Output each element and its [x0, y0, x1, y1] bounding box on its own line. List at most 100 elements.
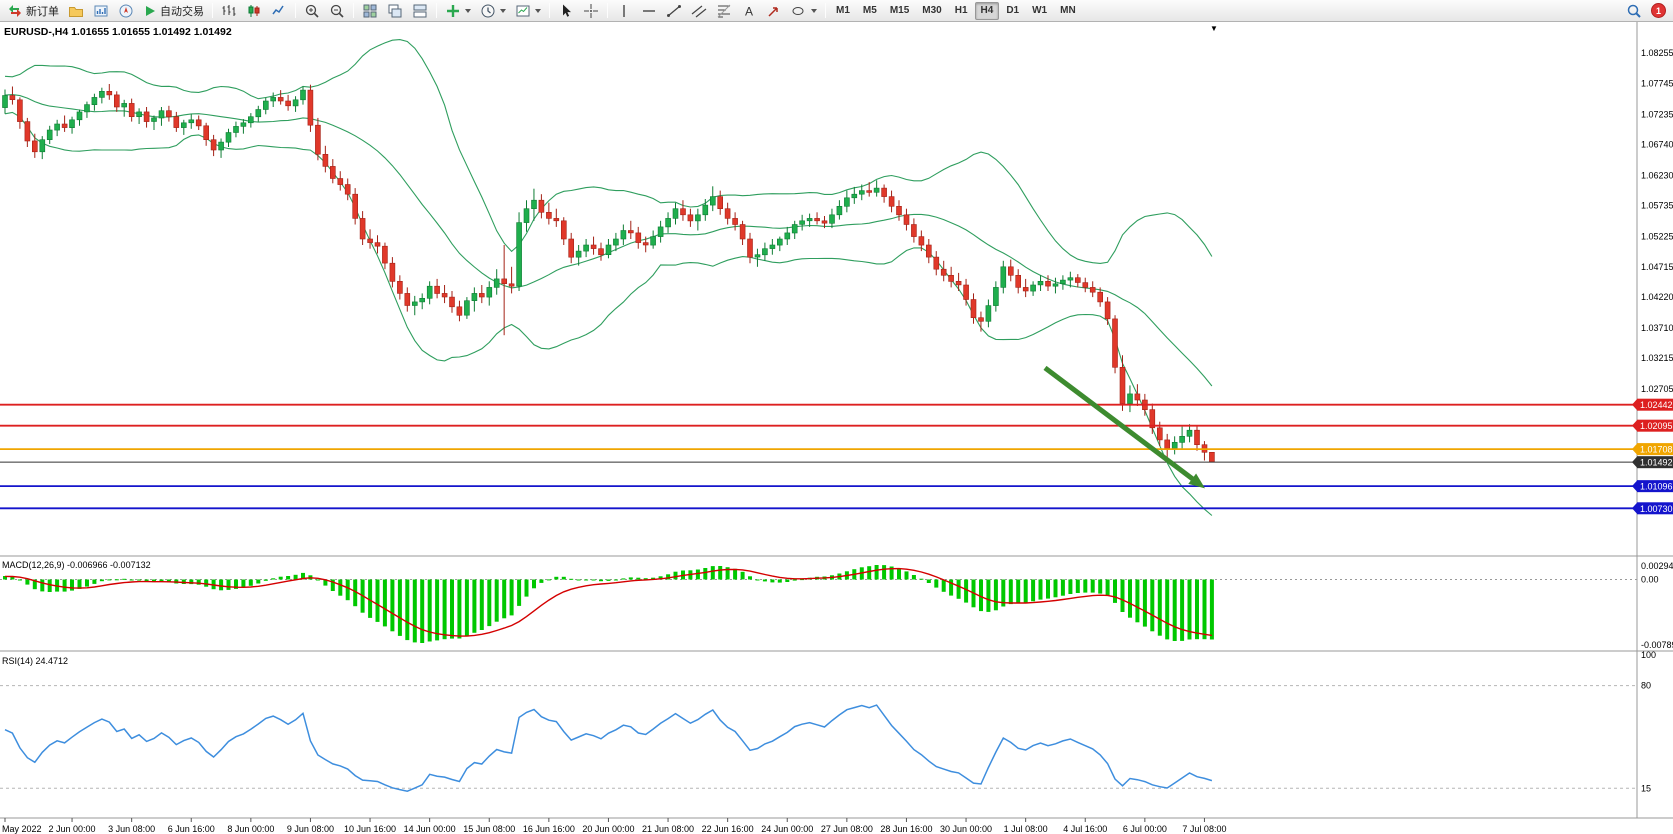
trendline-tool-button[interactable]: [662, 1, 686, 20]
chart-window: 1.08255 1.07745 1.07235 1.06740 1.06230 1.057…: [0, 22, 1673, 834]
tf-m1-button[interactable]: M1: [830, 2, 856, 20]
macd-scale-max: 0.002949: [1641, 561, 1673, 571]
trendline-icon: [667, 4, 681, 17]
text-tool-button[interactable]: A: [737, 1, 761, 20]
indicators-button[interactable]: [441, 1, 475, 20]
indicators-plus-icon: [447, 4, 459, 17]
fibonacci-tool-button[interactable]: [712, 1, 736, 20]
templates-icon: [516, 5, 530, 16]
price-tag-1.01708: 1.01708: [1632, 443, 1673, 456]
channel-tool-button[interactable]: [687, 1, 711, 20]
chart-canvas[interactable]: 1.08255 1.07745 1.07235 1.06740 1.06230 1.057…: [0, 22, 1673, 834]
arrange-windows-icon: [413, 4, 427, 17]
tf-h4-button[interactable]: H4: [974, 1, 1000, 20]
price-tag-1.00730: 1.00730: [1632, 502, 1673, 515]
svg-text:14 Jun 00:00: 14 Jun 00:00: [404, 824, 456, 834]
svg-text:4 Jul 16:00: 4 Jul 16:00: [1063, 824, 1107, 834]
candlestick-chart-button[interactable]: [242, 1, 266, 20]
price-tag-1.01096: 1.01096: [1632, 480, 1673, 493]
svg-text:1.02095: 1.02095: [1640, 421, 1673, 431]
rsi-label: RSI(14) 24.4712: [2, 656, 68, 666]
time-axis[interactable]: May 2022 2 Jun 00:00 3 Jun 08:00 6 Jun 16:0…: [2, 818, 1226, 834]
price-tag-1.02442: 1.02442: [1632, 398, 1673, 411]
svg-text:6 Jun 16:00: 6 Jun 16:00: [168, 824, 215, 834]
price-axis-labels: 1.08255 1.07745 1.07235 1.06740 1.06230 1.057…: [1641, 48, 1673, 394]
tf-m15-button[interactable]: M15: [884, 2, 915, 20]
tf-w1-button[interactable]: W1: [1026, 2, 1053, 20]
svg-text:May 2022: May 2022: [2, 824, 42, 834]
arrow-object-icon: [768, 6, 778, 17]
rsi-scale-15: 15: [1641, 783, 1651, 793]
svg-text:3 Jun 08:00: 3 Jun 08:00: [108, 824, 155, 834]
zoom-in-button[interactable]: [300, 1, 324, 20]
svg-text:15 Jun 08:00: 15 Jun 08:00: [463, 824, 515, 834]
search-icon: [1627, 4, 1641, 18]
tf-mn-button[interactable]: MN: [1054, 2, 1082, 20]
svg-text:6 Jul 00:00: 6 Jul 00:00: [1123, 824, 1167, 834]
cursor-tool-button[interactable]: [554, 1, 578, 20]
chart-shift-marker-icon[interactable]: ▼: [1210, 24, 1218, 33]
equidistant-channel-icon: [691, 5, 707, 17]
market-watch-button[interactable]: [89, 1, 113, 20]
svg-text:1.02705: 1.02705: [1641, 384, 1673, 394]
svg-text:1 Jul 08:00: 1 Jul 08:00: [1004, 824, 1048, 834]
indicators-caret-icon: [465, 8, 471, 13]
cascade-windows-icon: [388, 4, 402, 17]
line-chart-icon: [272, 5, 284, 14]
tf-d1-button[interactable]: D1: [1000, 2, 1025, 20]
svg-text:1.06740: 1.06740: [1641, 140, 1673, 150]
periods-caret-icon: [500, 8, 506, 13]
auto-trading-button[interactable]: 自动交易: [139, 1, 208, 20]
svg-text:1.05735: 1.05735: [1641, 200, 1673, 210]
svg-text:1.03215: 1.03215: [1641, 353, 1673, 363]
macd-signal-line: [4, 567, 1213, 637]
toolbar-separator: [295, 3, 296, 18]
vertical-line-tool-button[interactable]: [612, 1, 636, 20]
drawing-tools-caret-icon: [811, 8, 817, 13]
trend-arrow[interactable]: [1043, 365, 1199, 485]
svg-text:1.05225: 1.05225: [1641, 231, 1673, 241]
notification-badge[interactable]: 1: [1651, 3, 1666, 18]
horizontal-line-icon: [643, 9, 655, 12]
zoom-out-button[interactable]: [325, 1, 349, 20]
tf-h1-button[interactable]: H1: [949, 2, 974, 20]
zoom-out-icon: [330, 4, 344, 18]
periods-button[interactable]: [476, 1, 510, 20]
svg-text:2 Jun 00:00: 2 Jun 00:00: [49, 824, 96, 834]
tf-m5-button[interactable]: M5: [857, 2, 883, 20]
svg-text:1.01708: 1.01708: [1640, 445, 1673, 455]
profiles-button[interactable]: [64, 1, 88, 20]
svg-text:21 Jun 08:00: 21 Jun 08:00: [642, 824, 694, 834]
svg-text:24 Jun 00:00: 24 Jun 00:00: [761, 824, 813, 834]
arrows-tool-button[interactable]: [762, 1, 786, 20]
search-button[interactable]: [1622, 1, 1646, 20]
templates-button[interactable]: [511, 1, 545, 20]
new-order-icon: [9, 4, 21, 17]
price-tag-1.02095: 1.02095: [1632, 419, 1673, 432]
new-order-button[interactable]: 新订单: [3, 1, 63, 20]
fibonacci-icon: [717, 4, 731, 17]
zoom-in-icon: [305, 4, 319, 18]
main-price-panel: [2, 39, 1215, 516]
svg-text:16 Jun 16:00: 16 Jun 16:00: [523, 824, 575, 834]
line-chart-button[interactable]: [267, 1, 291, 20]
crosshair-tool-button[interactable]: [579, 1, 603, 20]
navigator-button[interactable]: [114, 1, 138, 20]
svg-text:1.04715: 1.04715: [1641, 262, 1673, 272]
tile-windows-button[interactable]: [358, 1, 382, 20]
svg-text:8 Jun 00:00: 8 Jun 00:00: [227, 824, 274, 834]
svg-text:1.06230: 1.06230: [1641, 170, 1673, 180]
new-order-label: 新订单: [26, 5, 59, 18]
svg-text:A: A: [745, 4, 753, 18]
market-watch-icon: [94, 5, 108, 16]
shapes-icon: [792, 6, 804, 15]
drawing-tools-dropdown-button[interactable]: [787, 1, 821, 20]
horizontal-line-tool-button[interactable]: [637, 1, 661, 20]
tf-m30-button[interactable]: M30: [916, 2, 947, 20]
svg-text:28 Jun 16:00: 28 Jun 16:00: [880, 824, 932, 834]
arrange-windows-button[interactable]: [408, 1, 432, 20]
cascade-windows-button[interactable]: [383, 1, 407, 20]
bar-chart-button[interactable]: [217, 1, 241, 20]
svg-text:1.03710: 1.03710: [1641, 323, 1673, 333]
